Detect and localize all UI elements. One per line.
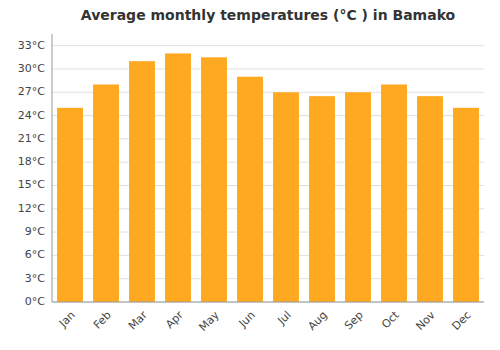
y-tick-label: 24°C xyxy=(18,109,45,122)
y-tick-labels: 0°C 3°C 6°C 9°C 12°C 15°C 18°C 21°C 24°C 27°C 30°C… xyxy=(18,39,45,308)
bar xyxy=(93,84,119,302)
bar xyxy=(129,61,155,302)
y-tick-label: 0°C xyxy=(25,295,45,308)
bar xyxy=(201,57,227,302)
bar xyxy=(57,108,83,302)
y-grid xyxy=(52,46,484,302)
x-tick-labels: Jan Feb Mar Apr May Jun Jul Aug Sep Oct Nov Dec xyxy=(56,308,474,334)
chart-title: Average monthly temperatures (°C ) in Ba… xyxy=(81,7,456,23)
y-tick-label: 6°C xyxy=(25,248,45,261)
x-tick-label: Nov xyxy=(413,308,438,333)
bar xyxy=(309,96,335,302)
y-tick-label: 15°C xyxy=(18,178,45,191)
y-tick-label: 12°C xyxy=(18,202,45,215)
y-tick-label: 30°C xyxy=(18,62,45,75)
grid-line xyxy=(52,45,484,46)
chart-svg: 0°C 3°C 6°C 9°C 12°C 15°C 18°C 21°C 24°C 27°C 30°C… xyxy=(0,0,500,350)
x-tick-label: Sep xyxy=(342,309,366,333)
y-tick-label: 9°C xyxy=(25,225,45,238)
grid-line xyxy=(52,68,484,69)
x-tick-label: Jun xyxy=(236,309,258,331)
bar xyxy=(381,84,407,302)
y-axis-line xyxy=(52,34,53,302)
x-tick-label: Aug xyxy=(305,309,329,333)
grid-line xyxy=(52,302,484,303)
bar xyxy=(345,92,371,302)
x-tick-label: Apr xyxy=(163,308,186,331)
bar xyxy=(417,96,443,302)
y-tick-label: 27°C xyxy=(18,85,45,98)
x-tick-label: May xyxy=(196,308,222,334)
bar xyxy=(453,108,479,302)
chart-container: 0°C 3°C 6°C 9°C 12°C 15°C 18°C 21°C 24°C 27°C 30°C… xyxy=(0,0,500,350)
x-tick-label: Jan xyxy=(56,309,78,331)
y-tick-label: 33°C xyxy=(18,39,45,52)
y-tick-label: 21°C xyxy=(18,132,45,145)
x-tick-label: Mar xyxy=(126,308,150,332)
x-tick-label: Oct xyxy=(379,308,402,331)
y-tick-label: 18°C xyxy=(18,155,45,168)
x-tick-label: Jul xyxy=(274,309,293,328)
bar xyxy=(237,77,263,302)
bar xyxy=(273,92,299,302)
bar xyxy=(165,53,191,302)
x-tick-label: Feb xyxy=(91,309,114,332)
bars xyxy=(57,53,479,302)
x-axis-line xyxy=(52,302,484,303)
y-tick-label: 3°C xyxy=(25,272,45,285)
x-tick-label: Dec xyxy=(450,309,474,333)
